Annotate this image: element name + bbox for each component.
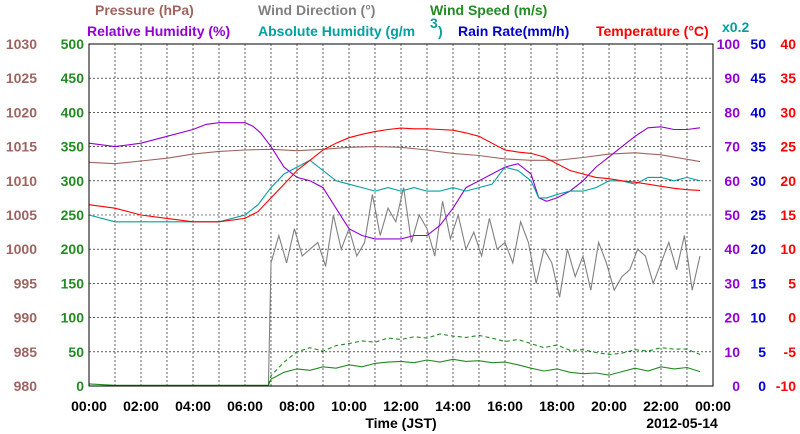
wind-tick-label: 350 (61, 139, 85, 155)
wind-tick-label: 200 (61, 241, 85, 257)
x-tick-label: 16:00 (487, 398, 523, 414)
rain-tick-label: 20 (750, 241, 766, 257)
rain-tick-label: 15 (750, 275, 766, 291)
plot-frame (88, 43, 714, 387)
series-line-5 (88, 159, 701, 223)
rain-tick-label: 35 (750, 139, 766, 155)
x-tick-label: 10:00 (331, 398, 367, 414)
x-tick-label: 04:00 (175, 398, 211, 414)
humidity-tick-label: 30 (724, 275, 740, 291)
temperature-tick-label: 35 (780, 70, 796, 86)
legend-scale-note: x0.2 (722, 19, 749, 35)
pressure-tick-label: 1030 (6, 36, 37, 52)
humidity-tick-label: 60 (724, 173, 740, 189)
x-tick-label: 22:00 (643, 398, 679, 414)
humidity-tick-label: 70 (724, 139, 740, 155)
humidity-tick-label: 90 (724, 70, 740, 86)
rain-tick-label: 10 (750, 310, 766, 326)
legend-absolute-humidity-close: ) (438, 23, 443, 39)
pressure-tick-label: 1025 (6, 70, 37, 86)
rain-tick-label: 30 (750, 173, 766, 189)
pressure-tick-label: 1000 (6, 241, 37, 257)
rain-tick-label: 5 (758, 344, 766, 360)
pressure-tick-label: 1005 (6, 207, 37, 223)
rain-tick-label: 45 (750, 70, 766, 86)
x-tick-label: 14:00 (435, 398, 471, 414)
temperature-tick-label: 40 (780, 36, 796, 52)
series-line-1 (267, 187, 701, 387)
x-tick-label: 06:00 (227, 398, 263, 414)
x-tick-label: 12:00 (383, 398, 419, 414)
pressure-tick-label: 990 (14, 310, 38, 326)
x-tick-label: 08:00 (279, 398, 315, 414)
x-tick-label: 20:00 (591, 398, 627, 414)
rain-tick-label: 0 (758, 378, 766, 394)
series-line-4 (88, 122, 701, 240)
legend-pressure: Pressure (hPa) (95, 2, 194, 18)
date-label: 2012-05-14 (646, 415, 718, 431)
rain-tick-label: 50 (750, 36, 766, 52)
pressure-tick-label: 980 (14, 378, 38, 394)
x-tick-label: 00:00 (71, 398, 107, 414)
wind-tick-label: 150 (61, 275, 85, 291)
series-lines (88, 122, 701, 387)
legend-absolute-humidity-sup: 3 (430, 15, 438, 31)
pressure-tick-label: 1020 (6, 104, 37, 120)
pressure-tick-label: 1015 (6, 139, 37, 155)
wind-tick-label: 50 (68, 344, 84, 360)
temperature-tick-label: -10 (776, 378, 796, 394)
wind-tick-label: 0 (76, 378, 84, 394)
temperature-tick-label: 20 (780, 173, 796, 189)
x-axis-label: Time (JST) (365, 415, 436, 431)
x-tick-label: 00:00 (695, 398, 731, 414)
series-line-0 (88, 146, 701, 165)
wind-tick-label: 500 (61, 36, 85, 52)
series-line-3 (267, 333, 701, 385)
wind-tick-label: 100 (61, 310, 85, 326)
series-line-2 (88, 358, 701, 386)
grid (89, 44, 713, 386)
legend-relative-humidity: Relative Humidity (%) (87, 23, 230, 39)
humidity-tick-label: 50 (724, 207, 740, 223)
rain-tick-label: 25 (750, 207, 766, 223)
temperature-tick-label: 30 (780, 104, 796, 120)
temperature-tick-label: 5 (788, 275, 796, 291)
humidity-tick-label: 100 (717, 36, 741, 52)
rain-tick-label: 40 (750, 104, 766, 120)
humidity-tick-label: 80 (724, 104, 740, 120)
pressure-tick-label: 995 (14, 275, 38, 291)
legend-rain-rate: Rain Rate(mm/h) (458, 23, 569, 39)
series-line-6 (88, 127, 701, 223)
humidity-tick-label: 10 (724, 344, 740, 360)
x-axis: 00:00 02:00 04:00 06:00 08:00 10:00 12:00 14:00… (71, 398, 731, 414)
legend-temperature: Temperature (°C) (596, 23, 709, 39)
pressure-tick-label: 1010 (6, 173, 37, 189)
humidity-tick-label: 40 (724, 241, 740, 257)
humidity-tick-label: 0 (732, 378, 740, 394)
temperature-tick-label: -5 (784, 344, 797, 360)
left-axes: 980 0 985 50 990 100 995 150 1000 200 1005 250 1010 3… (6, 36, 84, 394)
temperature-tick-label: 15 (780, 207, 796, 223)
legend-absolute-humidity: Absolute Humidity (g/m (258, 23, 415, 39)
temperature-tick-label: 0 (788, 310, 796, 326)
humidity-tick-label: 20 (724, 310, 740, 326)
pressure-tick-label: 985 (14, 344, 38, 360)
legend-wind-speed: Wind Speed (m/s) (430, 2, 547, 18)
wind-tick-label: 450 (61, 70, 85, 86)
x-tick-label: 18:00 (539, 398, 575, 414)
wind-tick-label: 400 (61, 104, 85, 120)
legend-wind-direction: Wind Direction (°) (258, 2, 375, 18)
temperature-tick-label: 25 (780, 139, 796, 155)
x-tick-label: 02:00 (123, 398, 159, 414)
wind-tick-label: 250 (61, 207, 85, 223)
temperature-tick-label: 10 (780, 241, 796, 257)
wind-tick-label: 300 (61, 173, 85, 189)
